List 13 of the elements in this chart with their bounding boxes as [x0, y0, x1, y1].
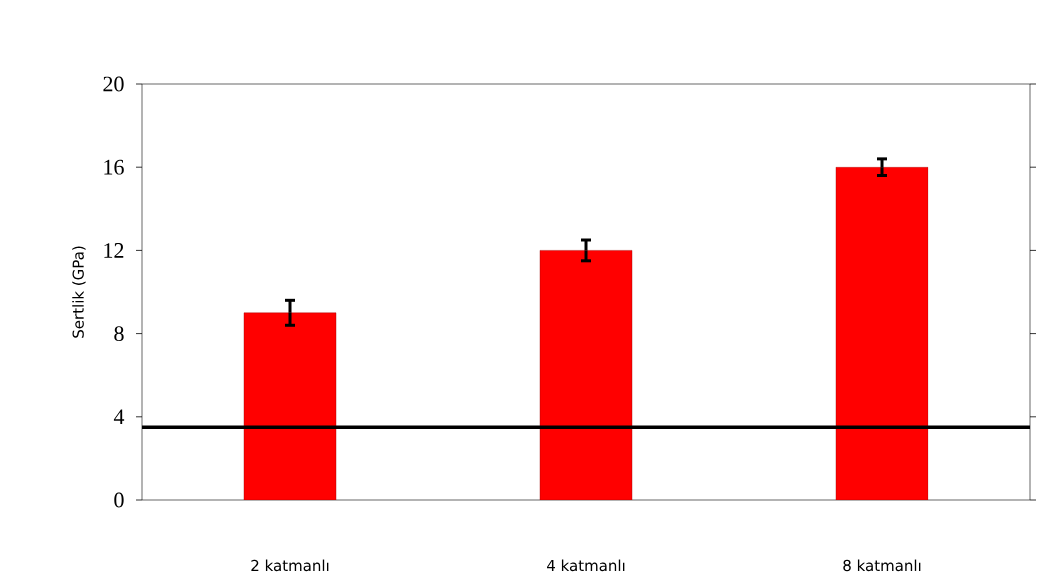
x-tick-label: 2 katmanlı: [251, 559, 329, 572]
x-tick-label: 8 katmanlı: [843, 559, 921, 572]
y-tick-label: 16: [104, 159, 124, 175]
y-axis-title: Sertlik (GPa): [72, 246, 86, 338]
y-tick-label: 20: [103, 76, 124, 92]
bar: [835, 167, 929, 500]
y-tick-label: 4: [113, 409, 125, 425]
y-tick-label: 8: [114, 326, 124, 342]
y-tick-label: 12: [104, 243, 124, 258]
bar: [539, 250, 633, 500]
y-tick-label: 0: [114, 492, 124, 508]
bar: [243, 312, 337, 500]
x-tick-label: 4 katmanlı: [547, 559, 625, 572]
